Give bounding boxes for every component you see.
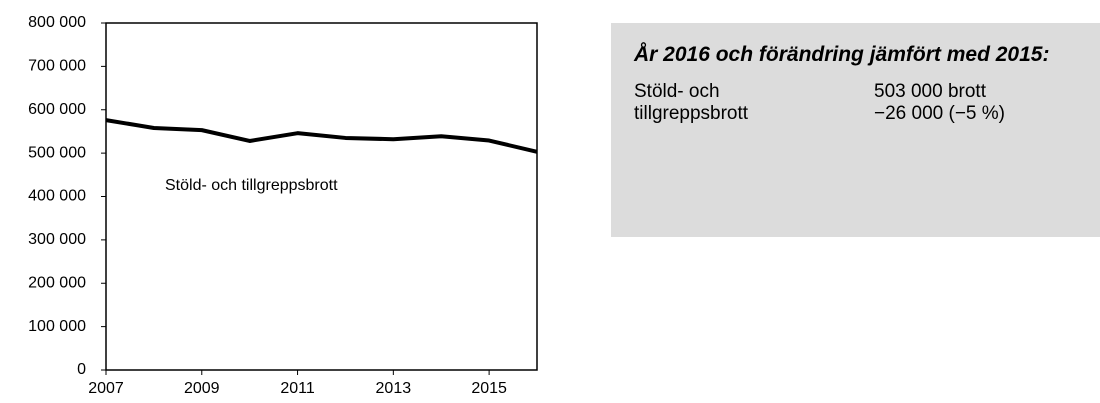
info-change: −26 000 (−5 %) <box>874 103 1005 124</box>
y-tick-label: 200 000 <box>28 274 86 291</box>
y-tick-label: 400 000 <box>28 188 86 205</box>
info-title: År 2016 och förändring jämfört med 2015: <box>634 43 1050 66</box>
line <box>105 118 538 154</box>
x-tick-label: 2013 <box>376 380 412 397</box>
y-tick-label: 600 000 <box>28 101 86 118</box>
chart: 0 100 000 200 000 300 000 400 000 500 000 600 … <box>28 14 538 397</box>
info-values: 503 000 brott −26 000 (−5 %) <box>874 81 1005 125</box>
x-tick-label: 2011 <box>280 380 315 397</box>
info-value: 503 000 brott <box>874 81 986 102</box>
y-tick-label: 800 000 <box>28 14 86 31</box>
y-tick-label: 0 <box>77 361 86 378</box>
series-label: Stöld- och tillgreppsbrott <box>165 177 338 194</box>
x-tick-label: 2009 <box>184 380 220 397</box>
y-tick-label: 500 000 <box>28 144 86 161</box>
y-tick-label: 100 000 <box>28 318 86 335</box>
plot-frame <box>105 22 538 371</box>
y-tick-label: 300 000 <box>28 231 86 248</box>
y-tick-label: 700 000 <box>28 58 86 75</box>
info-row: Stöld- och tillgreppsbrott 503 000 brott… <box>634 81 1100 125</box>
info-label: Stöld- och tillgreppsbrott <box>634 81 749 124</box>
info-box: År 2016 och förändring jämfört med 2015:… <box>611 23 1100 237</box>
x-tick-label: 2007 <box>88 380 124 397</box>
x-tick-label: 2015 <box>471 380 507 397</box>
